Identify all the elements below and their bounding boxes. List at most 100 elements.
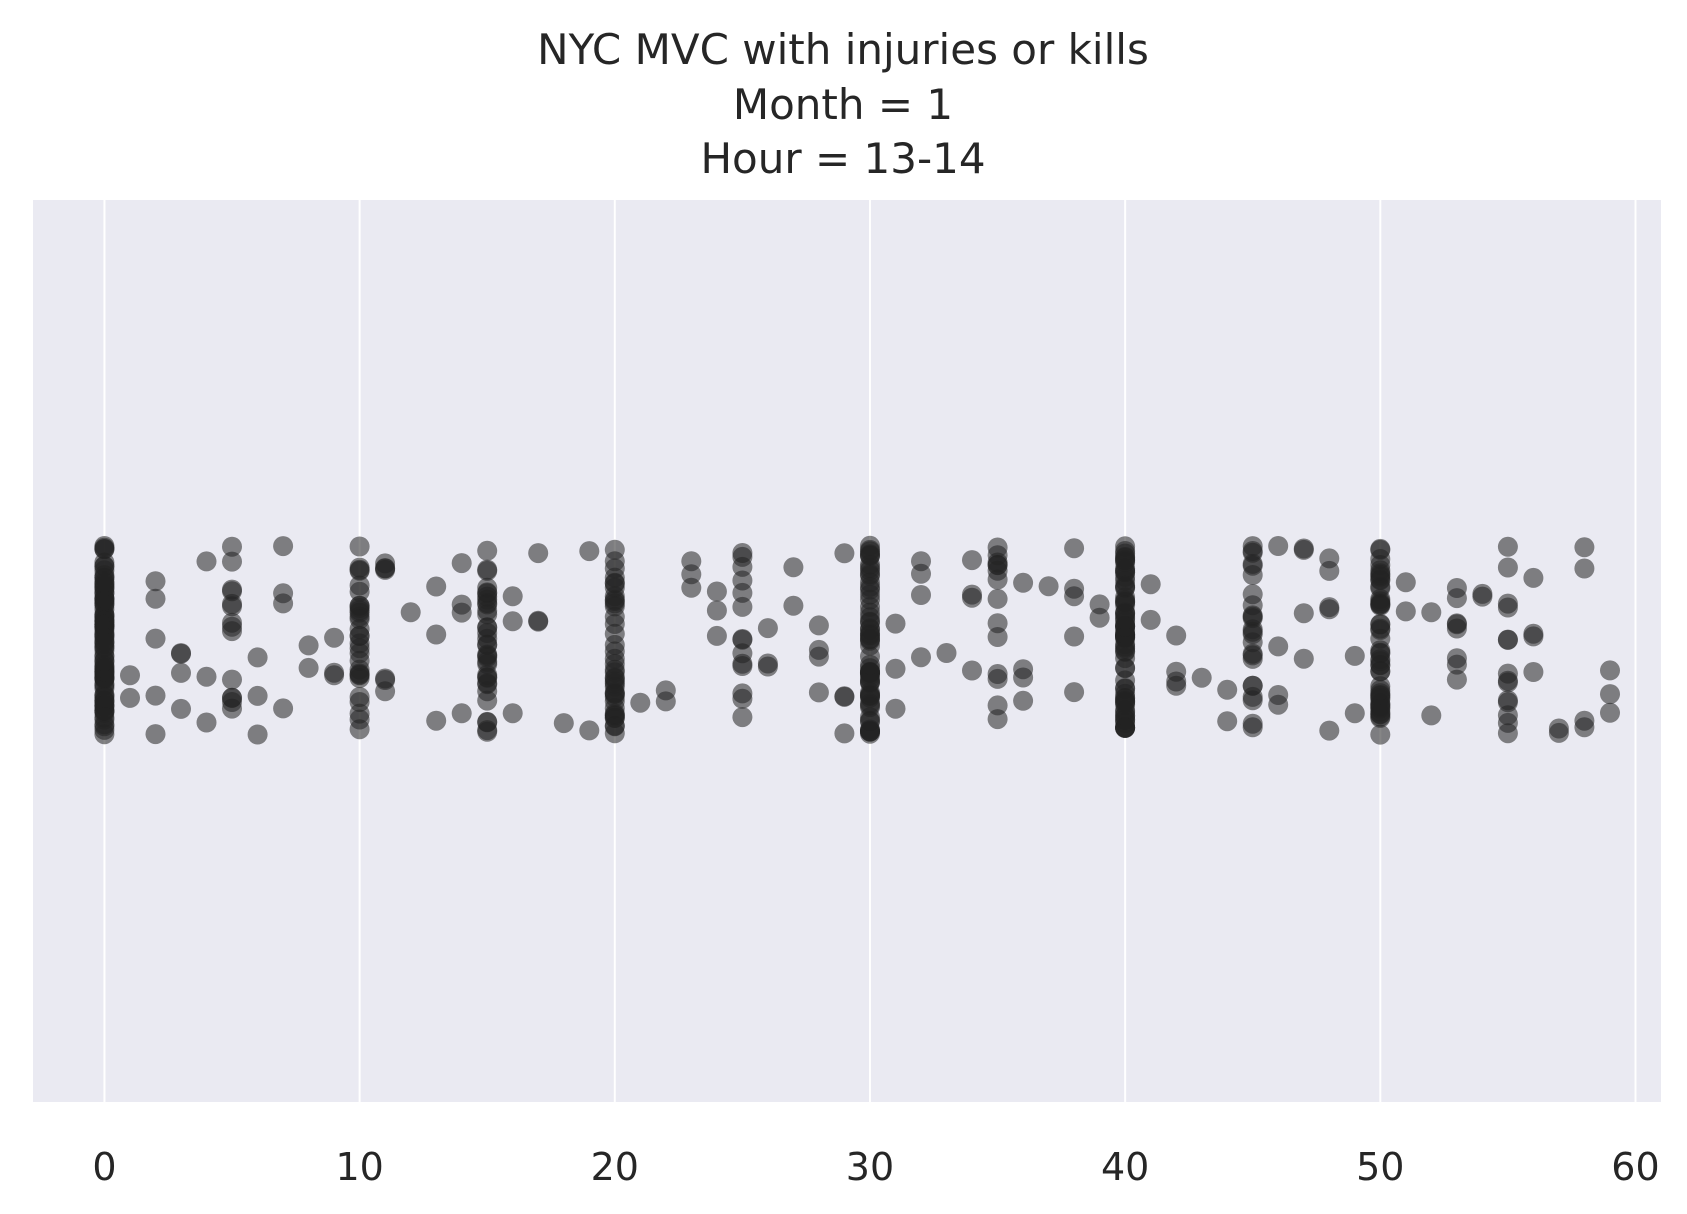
data-point-29-1 bbox=[834, 723, 855, 744]
data-point-14-3 bbox=[451, 602, 472, 623]
data-points bbox=[94, 535, 1620, 745]
data-point-49-0 bbox=[1344, 645, 1365, 666]
title-line-1: NYC MVC with injuries or kills bbox=[537, 25, 1149, 74]
data-point-28-2 bbox=[808, 682, 829, 703]
data-point-0-88 bbox=[94, 658, 115, 679]
data-point-5-11 bbox=[222, 596, 242, 617]
data-point-55-13 bbox=[1497, 690, 1518, 711]
data-point-1-0 bbox=[120, 687, 140, 708]
data-point-14-1 bbox=[451, 553, 472, 574]
data-point-34-3 bbox=[962, 584, 982, 605]
data-point-49-1 bbox=[1344, 703, 1365, 724]
data-point-40-66 bbox=[1115, 717, 1136, 738]
data-point-48-2 bbox=[1319, 560, 1340, 581]
data-point-20-35 bbox=[604, 698, 625, 719]
data-point-20-20 bbox=[604, 539, 625, 560]
data-point-20-29 bbox=[604, 558, 625, 579]
data-point-55-12 bbox=[1497, 705, 1518, 726]
data-point-50-46 bbox=[1370, 680, 1391, 701]
data-point-57-1 bbox=[1548, 718, 1569, 739]
data-point-28-1 bbox=[808, 639, 829, 660]
data-point-59-2 bbox=[1600, 702, 1620, 723]
data-point-31-2 bbox=[885, 658, 906, 679]
x-axis-ticks: 0 10 20 30 40 50 60 bbox=[92, 1145, 1659, 1189]
data-point-45-15 bbox=[1242, 713, 1263, 734]
data-point-15-19 bbox=[477, 559, 498, 580]
data-point-10-27 bbox=[349, 536, 370, 557]
data-point-13-1 bbox=[426, 624, 447, 645]
data-point-32-0 bbox=[911, 585, 931, 605]
data-point-51-0 bbox=[1395, 572, 1416, 593]
data-point-42-2 bbox=[1166, 675, 1187, 696]
data-point-35-11 bbox=[987, 613, 1008, 634]
data-point-55-9 bbox=[1497, 593, 1518, 614]
data-point-2-0 bbox=[145, 588, 166, 609]
data-point-10-17 bbox=[349, 668, 370, 689]
data-point-18-0 bbox=[553, 713, 574, 734]
data-point-20-34 bbox=[604, 596, 625, 617]
data-point-53-0 bbox=[1446, 669, 1467, 690]
data-point-3-2 bbox=[171, 698, 191, 719]
data-point-12-0 bbox=[400, 602, 421, 623]
data-point-55-11 bbox=[1497, 723, 1518, 744]
x-tick-label-10: 10 bbox=[335, 1145, 383, 1189]
data-point-0-84 bbox=[94, 707, 115, 728]
data-point-1-1 bbox=[120, 665, 140, 686]
data-point-21-0 bbox=[630, 692, 651, 713]
data-point-20-39 bbox=[604, 572, 625, 593]
data-point-15-18 bbox=[477, 540, 498, 561]
data-point-0-89 bbox=[94, 610, 115, 631]
data-point-20-38 bbox=[604, 668, 625, 689]
data-point-19-0 bbox=[579, 720, 600, 741]
data-point-48-3 bbox=[1319, 597, 1340, 618]
data-point-38-4 bbox=[1064, 586, 1085, 607]
data-point-56-0 bbox=[1523, 567, 1544, 588]
data-point-55-10 bbox=[1497, 629, 1518, 650]
data-point-10-23 bbox=[349, 625, 370, 646]
data-point-59-0 bbox=[1600, 660, 1620, 681]
data-point-56-1 bbox=[1523, 662, 1544, 682]
data-point-8-0 bbox=[298, 635, 319, 656]
data-point-25-7 bbox=[732, 582, 753, 603]
data-point-2-4 bbox=[145, 571, 166, 592]
data-point-5-0 bbox=[222, 551, 242, 572]
data-point-16-1 bbox=[502, 703, 523, 724]
data-point-22-1 bbox=[655, 680, 676, 701]
data-point-36-3 bbox=[1013, 659, 1034, 680]
data-point-51-1 bbox=[1395, 601, 1416, 622]
data-point-10-20 bbox=[349, 687, 370, 707]
data-point-36-0 bbox=[1013, 572, 1034, 593]
data-point-27-1 bbox=[783, 557, 804, 578]
data-point-38-3 bbox=[1064, 538, 1085, 559]
data-point-6-0 bbox=[247, 685, 268, 706]
data-point-7-2 bbox=[273, 536, 294, 557]
data-point-3-1 bbox=[171, 662, 191, 683]
data-point-39-1 bbox=[1089, 607, 1110, 628]
data-point-5-10 bbox=[222, 536, 242, 557]
data-point-31-0 bbox=[885, 613, 906, 634]
data-point-5-13 bbox=[222, 692, 242, 712]
data-point-11-3 bbox=[375, 558, 396, 579]
data-point-58-1 bbox=[1574, 537, 1595, 558]
data-point-26-2 bbox=[757, 653, 778, 674]
data-point-40-61 bbox=[1115, 536, 1136, 557]
data-point-58-2 bbox=[1574, 717, 1595, 738]
data-point-15-28 bbox=[477, 617, 498, 638]
data-point-15-32 bbox=[477, 711, 498, 732]
data-point-30-56 bbox=[860, 672, 880, 693]
data-point-4-2 bbox=[196, 712, 217, 733]
data-point-46-2 bbox=[1268, 536, 1289, 556]
data-point-53-4 bbox=[1446, 648, 1467, 669]
data-point-50-45 bbox=[1370, 724, 1391, 745]
data-point-20-36 bbox=[604, 682, 625, 703]
data-point-29-0 bbox=[834, 543, 855, 564]
data-point-45-22 bbox=[1242, 624, 1263, 645]
data-point-6-1 bbox=[247, 724, 268, 745]
data-point-50-47 bbox=[1370, 591, 1391, 612]
data-point-23-2 bbox=[681, 551, 702, 572]
x-tick-label-60: 60 bbox=[1611, 1145, 1659, 1189]
data-point-2-1 bbox=[145, 685, 166, 706]
data-point-30-58 bbox=[860, 539, 880, 560]
data-point-44-0 bbox=[1217, 711, 1238, 732]
